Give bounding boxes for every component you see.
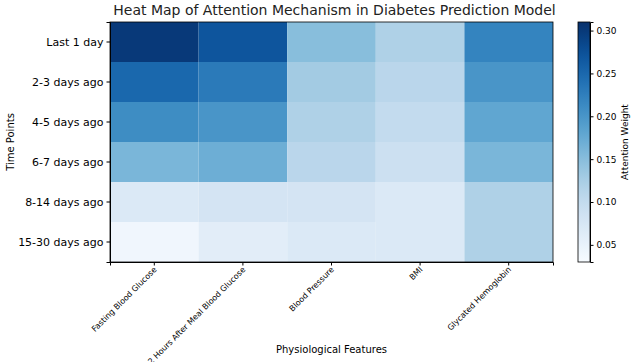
heatmap-cell: [376, 62, 465, 102]
y-tick: Last 1 day: [46, 36, 110, 49]
y-axis: Last 1 day 2-3 days ago 4-5 days ago 6-7 da…: [18, 23, 110, 263]
y-tick: 6-7 days ago: [32, 156, 110, 169]
colorbar-axis-line: [591, 23, 594, 263]
y-tick-mark: [107, 162, 111, 163]
heatmap-cell: [287, 22, 376, 62]
heatmap-cell: [110, 22, 199, 62]
y-tick-label: 2-3 days ago: [32, 76, 104, 89]
heatmap-cell: [287, 182, 376, 222]
heatmap-cell: [110, 182, 199, 222]
heatmap-cell: [287, 102, 376, 142]
heatmap-cell: [199, 222, 288, 262]
colorbar-tick-label: 0.20: [597, 112, 617, 122]
y-tick-mark: [107, 82, 111, 83]
colorbar-tick: 0.10: [590, 197, 617, 207]
x-tick-mark: [242, 262, 243, 266]
x-tick-label: BMI: [408, 265, 425, 282]
heatmap-cell: [287, 142, 376, 182]
colorbar-tick-mark: [590, 202, 594, 203]
y-tick-label: 15-30 days ago: [18, 236, 104, 249]
heatmap-cell: [110, 142, 199, 182]
colorbar-axis: 0.05 0.10 0.15 0.20 0.25 0.30: [590, 23, 617, 263]
y-tick-mark: [107, 202, 111, 203]
colorbar-tick-mark: [590, 159, 594, 160]
colorbar-tick: 0.30: [590, 26, 617, 36]
colorbar-tick-mark: [590, 31, 594, 32]
x-tick-mark: [420, 262, 421, 266]
heatmap-cell: [199, 102, 288, 142]
heatmap-cell: [199, 22, 288, 62]
x-tick: Glycated Hemoglobin: [446, 262, 513, 332]
heatmap-cell: [464, 22, 553, 62]
colorbar: [578, 22, 590, 262]
y-tick-label: 6-7 days ago: [32, 156, 104, 169]
x-tick-mark: [508, 262, 509, 266]
colorbar-tick-mark: [590, 73, 594, 74]
y-axis-line: [107, 23, 111, 263]
x-axis-title: Physiological Features: [276, 344, 387, 355]
x-tick-label: Glycated Hemoglobin: [446, 265, 513, 332]
heatmap-cell: [110, 222, 199, 262]
x-tick-mark: [331, 262, 332, 266]
chart-title: Heat Map of Attention Mechanism in Diabe…: [113, 2, 556, 18]
colorbar-tick-mark: [590, 116, 594, 117]
heatmap-cell: [464, 142, 553, 182]
y-tick: 8-14 days ago: [25, 196, 110, 209]
x-tick-label: Fasting Blood Glucose: [90, 265, 159, 334]
y-tick-label: Last 1 day: [46, 36, 104, 49]
heatmap-cell: [287, 222, 376, 262]
x-tick-mark: [154, 262, 155, 266]
x-tick-label: Blood Pressure: [288, 265, 336, 313]
colorbar-tick-label: 0.05: [597, 240, 617, 250]
x-tick: BMI: [408, 262, 425, 282]
x-axis-line: [111, 263, 554, 266]
y-tick: 4-5 days ago: [32, 116, 110, 129]
heatmap-cell: [287, 62, 376, 102]
heatmap-cell: [464, 102, 553, 142]
heatmap-cell: [199, 62, 288, 102]
x-tick: Fasting Blood Glucose: [90, 262, 159, 334]
x-tick: Blood Pressure: [288, 262, 336, 313]
heatmap-cell: [376, 182, 465, 222]
heatmap-cell: [376, 222, 465, 262]
chart-svg: Last 1 day 2-3 days ago 4-5 days ago 6-7 da…: [0, 0, 640, 362]
heatmap-cell: [376, 142, 465, 182]
colorbar-title: Attention Weight: [620, 104, 630, 180]
plot-frame: [110, 22, 553, 262]
heatmap-cell: [464, 182, 553, 222]
colorbar-tick-label: 0.30: [597, 26, 617, 36]
x-tick-label: 2 Hours After Meal Blood Glucose: [146, 265, 247, 362]
heatmap-cell: [110, 102, 199, 142]
heatmap-cell: [376, 102, 465, 142]
colorbar-tick: 0.15: [590, 155, 617, 165]
y-tick: 2-3 days ago: [32, 76, 110, 89]
heatmap-cell: [376, 22, 465, 62]
heatmap-cell: [110, 62, 199, 102]
heatmap-cell: [199, 182, 288, 222]
colorbar-tick-label: 0.25: [597, 69, 617, 79]
y-tick-mark: [107, 42, 111, 43]
colorbar-tick-label: 0.10: [597, 197, 617, 207]
x-tick: 2 Hours After Meal Blood Glucose: [146, 262, 247, 362]
y-tick-mark: [107, 122, 111, 123]
y-tick-mark: [107, 242, 111, 243]
heatmap-cells: [110, 22, 553, 262]
y-tick-label: 4-5 days ago: [32, 116, 104, 129]
colorbar-tick: 0.05: [590, 240, 617, 250]
heatmap-cell: [464, 62, 553, 102]
colorbar-tick-label: 0.15: [597, 155, 617, 165]
y-tick-label: 8-14 days ago: [25, 196, 104, 209]
colorbar-tick-mark: [590, 245, 594, 246]
y-axis-title: Time Points: [5, 113, 16, 172]
x-axis: Fasting Blood Glucose2 Hours After Meal …: [90, 262, 553, 362]
heatmap-cell: [464, 222, 553, 262]
colorbar-tick: 0.20: [590, 112, 617, 122]
y-tick: 15-30 days ago: [18, 236, 110, 249]
colorbar-tick: 0.25: [590, 69, 617, 79]
heatmap-cell: [199, 142, 288, 182]
